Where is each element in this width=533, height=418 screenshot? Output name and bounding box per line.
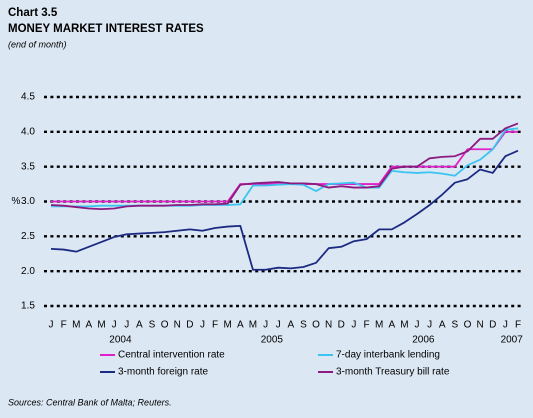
legend-label: 7-day interbank lending bbox=[336, 350, 440, 361]
y-tick-label: 4.5 bbox=[21, 92, 35, 103]
x-tick-label: S bbox=[300, 320, 307, 331]
y-axis-label: % bbox=[12, 196, 21, 207]
x-tick-label: J bbox=[200, 320, 205, 331]
x-tick-label: M bbox=[97, 320, 105, 331]
y-tick-label: 1.5 bbox=[21, 301, 35, 312]
series-line bbox=[50, 149, 519, 271]
x-tick-label: D bbox=[338, 320, 345, 331]
y-tick-label: 2.0 bbox=[21, 266, 35, 277]
x-tick-label: A bbox=[136, 320, 143, 331]
year-label: 2004 bbox=[109, 335, 132, 346]
series-line bbox=[50, 122, 519, 211]
year-label: 2005 bbox=[261, 335, 284, 346]
year-label: 2007 bbox=[501, 335, 524, 346]
y-tick-label: 2.5 bbox=[21, 231, 35, 242]
x-tick-label: F bbox=[212, 320, 218, 331]
x-tick-label: S bbox=[149, 320, 156, 331]
x-tick-label: N bbox=[174, 320, 181, 331]
x-tick-label: J bbox=[49, 320, 54, 331]
x-tick-label: O bbox=[161, 320, 169, 331]
x-tick-label: J bbox=[276, 320, 281, 331]
x-tick-label: J bbox=[351, 320, 356, 331]
chart-title: MONEY MARKET INTEREST RATES bbox=[8, 23, 204, 35]
year-label: 2006 bbox=[412, 335, 435, 346]
x-tick-label: A bbox=[237, 320, 244, 331]
x-tick-label: J bbox=[263, 320, 268, 331]
x-tick-label: J bbox=[503, 320, 508, 331]
legend-label: 3-month foreign rate bbox=[118, 367, 208, 378]
x-tick-label: M bbox=[224, 320, 232, 331]
chart-label: Chart 3.5 bbox=[8, 7, 58, 19]
x-tick-label: M bbox=[249, 320, 257, 331]
x-tick-label: J bbox=[427, 320, 432, 331]
y-tick-label: 3.0 bbox=[21, 196, 35, 207]
x-tick-label: M bbox=[375, 320, 383, 331]
x-tick-label: O bbox=[464, 320, 472, 331]
x-tick-label: N bbox=[477, 320, 484, 331]
x-tick-label: J bbox=[112, 320, 117, 331]
x-tick-label: F bbox=[61, 320, 67, 331]
x-tick-label: M bbox=[400, 320, 408, 331]
x-tick-label: N bbox=[325, 320, 332, 331]
x-tick-label: M bbox=[72, 320, 80, 331]
x-tick-label: A bbox=[388, 320, 395, 331]
x-tick-label: S bbox=[452, 320, 459, 331]
x-tick-label: D bbox=[186, 320, 193, 331]
x-tick-label: A bbox=[287, 320, 294, 331]
source: Sources: Central Bank of Malta; Reuters. bbox=[8, 397, 172, 407]
x-tick-label: A bbox=[439, 320, 446, 331]
legend-label: 3-month Treasury bill rate bbox=[336, 367, 450, 378]
x-tick-label: J bbox=[415, 320, 420, 331]
x-tick-label: A bbox=[86, 320, 93, 331]
y-tick-label: 4.0 bbox=[21, 126, 35, 137]
chart-subtitle: (end of month) bbox=[8, 39, 67, 49]
x-tick-label: F bbox=[363, 320, 369, 331]
x-tick-label: O bbox=[312, 320, 320, 331]
x-tick-label: D bbox=[489, 320, 496, 331]
x-tick-label: J bbox=[124, 320, 129, 331]
x-tick-label: F bbox=[515, 320, 521, 331]
legend-label: Central intervention rate bbox=[118, 350, 225, 361]
y-tick-label: 3.5 bbox=[21, 161, 35, 172]
